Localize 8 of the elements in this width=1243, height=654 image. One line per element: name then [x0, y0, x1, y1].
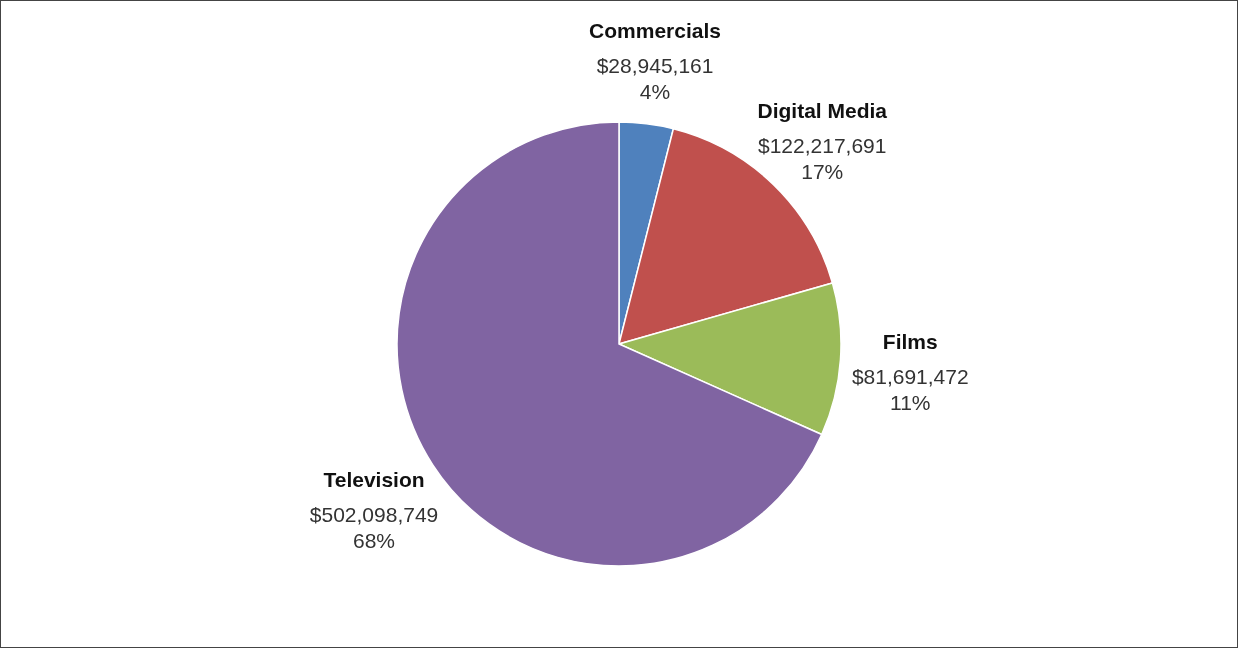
data-label: $502,098,749 68% [309, 502, 439, 552]
slice-label: Films [882, 329, 938, 353]
slice-label: Commercials [589, 19, 721, 43]
slice-label: Television [323, 467, 425, 491]
data-label: $28,945,161 4% [596, 54, 714, 104]
data-label: $122,217,691 17% [758, 134, 887, 184]
data-label: $81,691,472 11% [851, 364, 969, 414]
slice-label: Digital Media [757, 99, 888, 123]
